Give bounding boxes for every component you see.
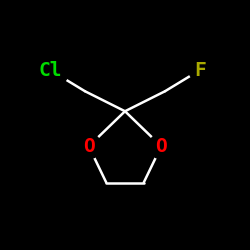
Circle shape: [76, 134, 101, 159]
Circle shape: [149, 134, 174, 159]
Text: O: O: [156, 137, 167, 156]
Circle shape: [189, 59, 211, 81]
Circle shape: [31, 51, 69, 89]
Text: O: O: [83, 137, 94, 156]
Text: Cl: Cl: [38, 60, 62, 80]
Text: F: F: [194, 60, 206, 80]
